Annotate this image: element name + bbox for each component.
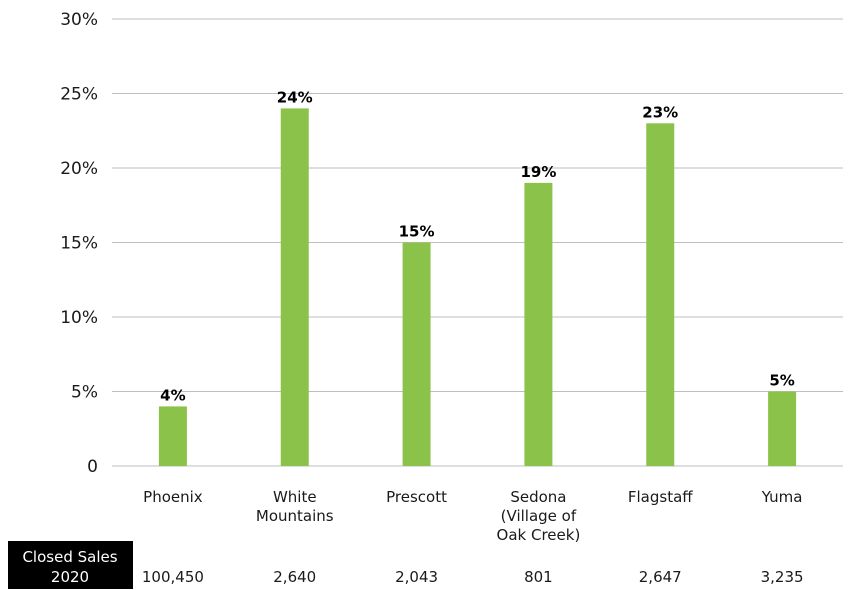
data-label: 23% [642,103,678,121]
data-label: 24% [277,88,313,106]
data-label: 5% [769,372,794,390]
bar [646,123,675,467]
closed-sales-value: 100,450 [142,568,204,586]
x-tick-label: Prescott [386,488,447,506]
bar [524,182,553,466]
y-tick-label: 25% [60,85,98,105]
y-tick-label: 0 [87,457,98,477]
x-tick-label: Flagstaff [628,488,693,506]
closed-sales-value: 2,647 [639,568,682,586]
bar [158,406,187,466]
closed-sales-row: Closed Sales 2020 100,450 2,640 2,043 801 2,… [8,541,804,589]
x-tick-label: Yuma [761,488,803,506]
data-label: 4% [160,386,185,404]
y-tick-label: 20% [60,159,98,179]
closed-sales-value: 2,043 [395,568,438,586]
closed-sales-value: 801 [524,568,553,586]
closed-sales-label-line-2: 2020 [51,568,89,586]
x-tick-label: White Mountains [256,488,334,525]
y-tick-label: 15% [60,234,98,254]
x-tick-label: Phoenix [143,488,203,506]
bars [158,108,797,467]
data-labels: 4% 24% 15% 19% 23% 5% [160,88,795,404]
y-tick-label: 5% [71,383,98,403]
closed-sales-value: 3,235 [761,568,804,586]
closed-sales-value: 2,640 [273,568,316,586]
bar [402,242,431,466]
y-axis-ticks: 0 5% 10% 15% 20% 25% 30% [60,10,98,477]
data-label: 19% [520,163,556,181]
closed-sales-label-line-1: Closed Sales [22,548,117,566]
data-label: 15% [399,223,435,241]
x-axis-ticks: Phoenix White Mountains Prescott Sedona (Vill… [143,488,802,544]
y-tick-label: 10% [60,308,98,328]
y-tick-label: 30% [60,10,98,30]
bar [768,391,797,466]
gridlines [112,18,843,467]
closed-sales-label-box [8,541,133,589]
x-tick-label: Sedona (Village of Oak Creek) [497,488,581,544]
bar [280,108,309,467]
